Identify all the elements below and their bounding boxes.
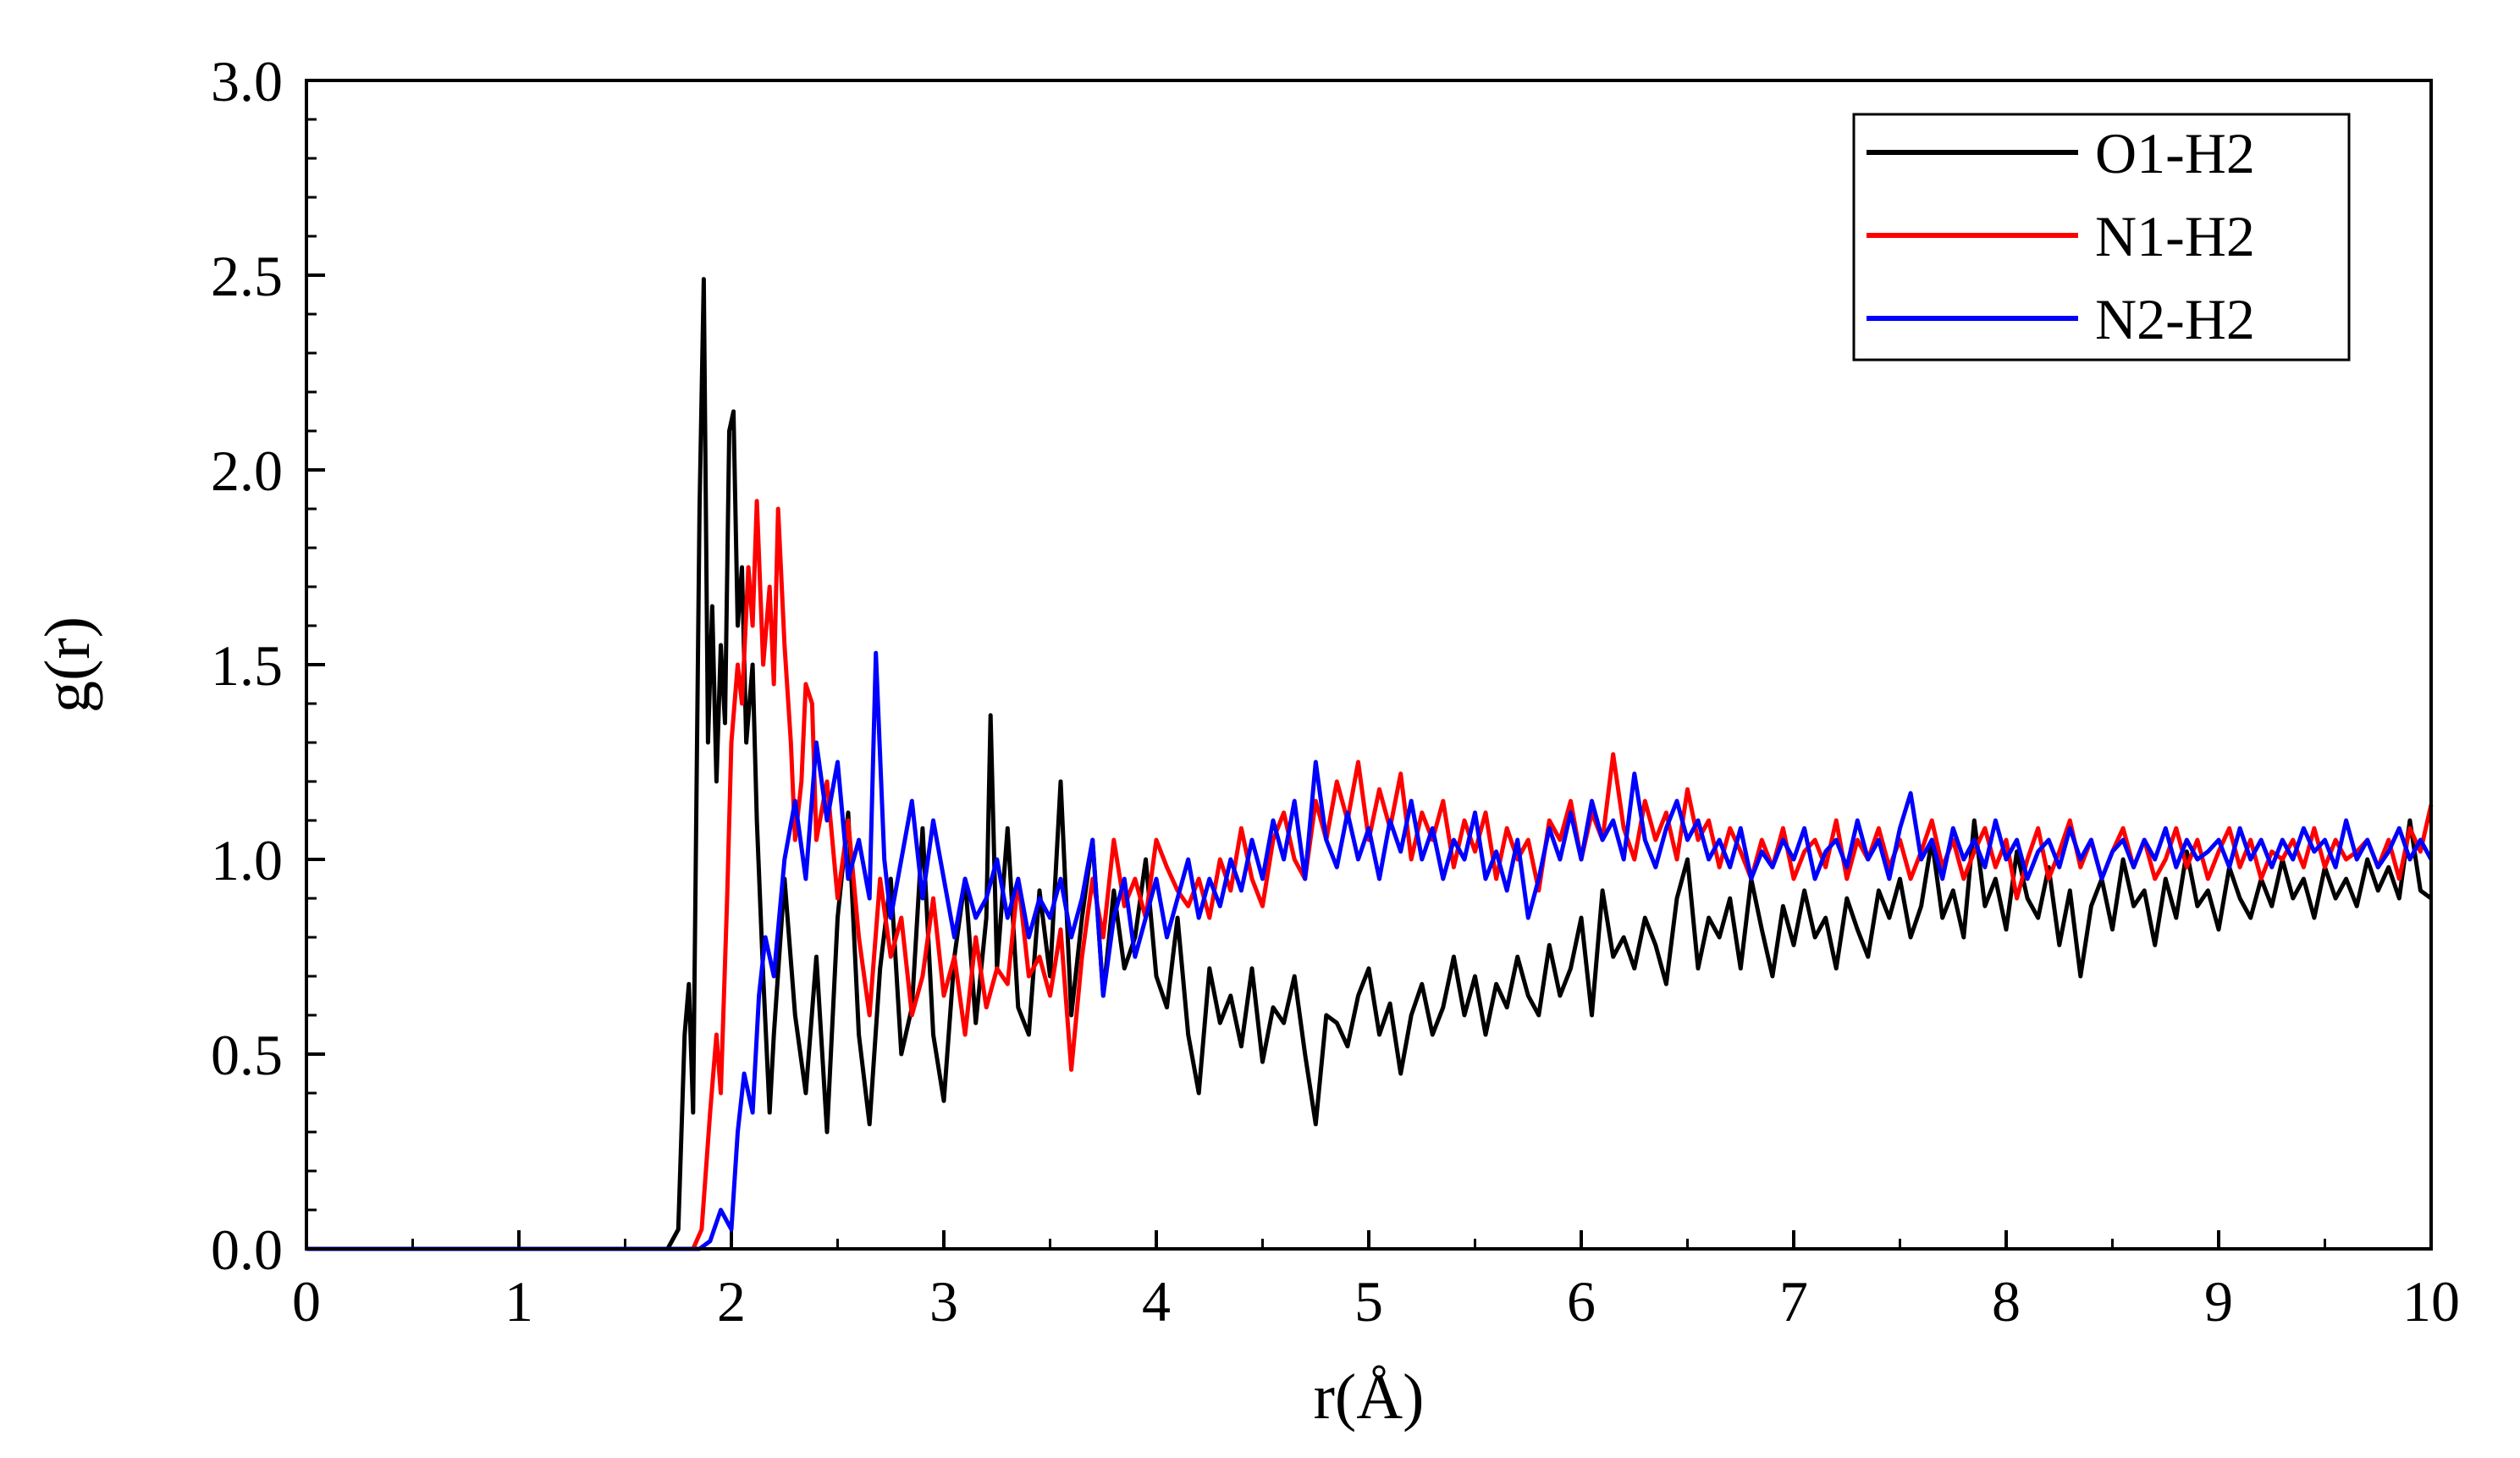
y-tick-label: 1.5 bbox=[211, 633, 283, 698]
x-tick-label: 6 bbox=[1567, 1269, 1596, 1334]
x-tick-label: 4 bbox=[1142, 1269, 1171, 1334]
y-axis-title: g(r) bbox=[32, 616, 103, 713]
y-tick-label: 3.0 bbox=[211, 49, 283, 113]
x-axis-title: r(Å) bbox=[1314, 1361, 1425, 1433]
y-tick-label: 2.0 bbox=[211, 439, 283, 503]
series-line-n1-h2 bbox=[306, 499, 2434, 1251]
x-tick-label: 7 bbox=[1779, 1269, 1808, 1334]
series-line-n2-h2 bbox=[306, 650, 2434, 1251]
plot-area bbox=[306, 277, 2434, 1251]
x-tick-label: 10 bbox=[2402, 1269, 2460, 1334]
y-tick-label: 0.0 bbox=[211, 1218, 283, 1282]
y-ticks: 0.0 0.5 1.0 1.5 2.0 2.5 3.0 bbox=[211, 49, 325, 1282]
x-ticks: 0 1 2 3 4 5 6 7 8 9 10 bbox=[292, 1230, 2460, 1334]
x-tick-label: 8 bbox=[1992, 1269, 2021, 1334]
x-tick-label: 3 bbox=[929, 1269, 958, 1334]
series-line-o1-h2 bbox=[306, 277, 2433, 1251]
x-tick-label: 9 bbox=[2204, 1269, 2233, 1334]
x-tick-label: 1 bbox=[505, 1269, 533, 1334]
legend-label: N2-H2 bbox=[2095, 287, 2255, 351]
y-tick-label: 0.5 bbox=[211, 1023, 283, 1087]
plot-frame bbox=[305, 79, 2433, 1251]
legend-label: N1-H2 bbox=[2095, 204, 2255, 268]
y-tick-label: 1.0 bbox=[211, 828, 283, 892]
x-tick-label: 2 bbox=[717, 1269, 746, 1334]
legend-label: O1-H2 bbox=[2095, 121, 2255, 185]
legend: O1-H2 N1-H2 N2-H2 bbox=[1852, 113, 2351, 362]
x-tick-label: 0 bbox=[292, 1269, 321, 1334]
x-tick-label: 5 bbox=[1354, 1269, 1383, 1334]
y-tick-label: 2.5 bbox=[211, 244, 283, 308]
